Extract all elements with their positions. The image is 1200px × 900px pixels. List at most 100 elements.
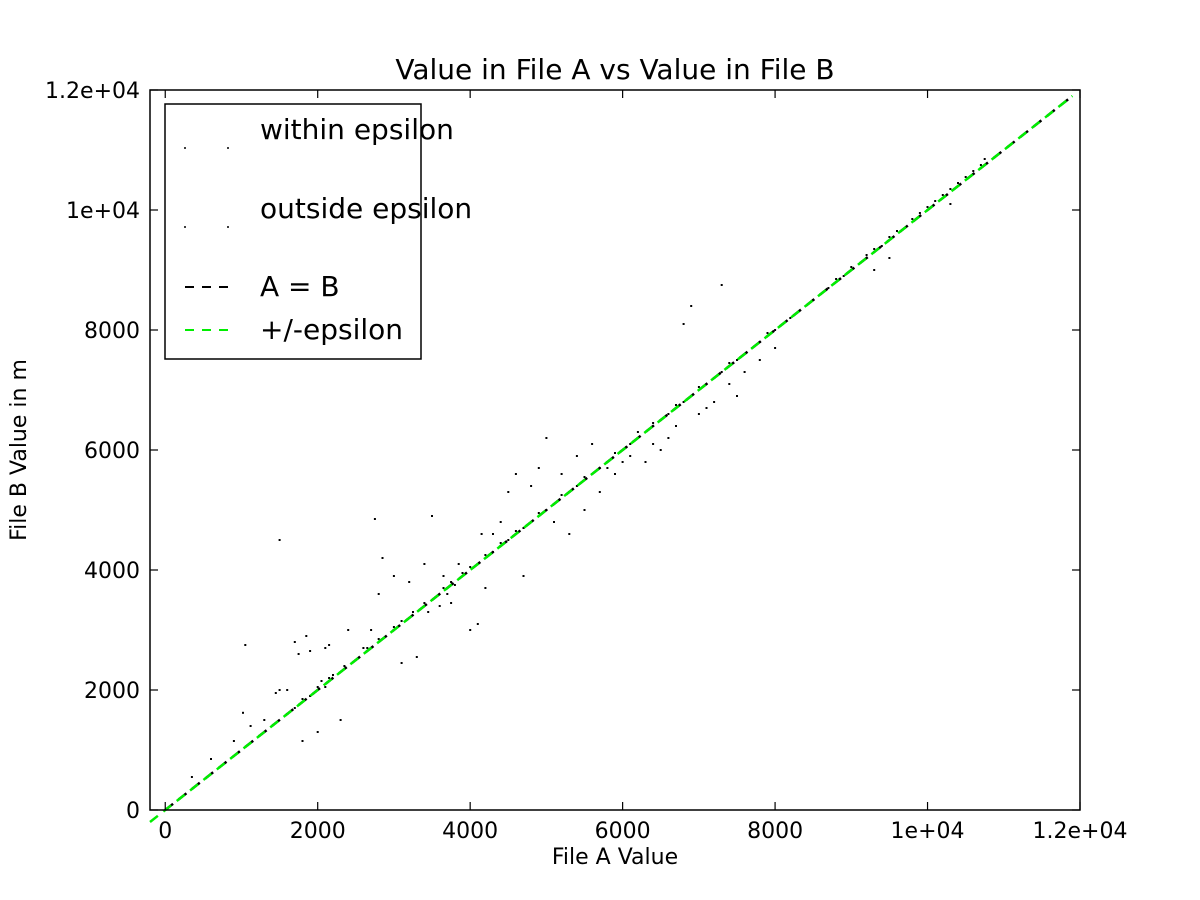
within-epsilon-point-46 [614, 452, 616, 454]
within-epsilon-point-27 [469, 566, 472, 568]
outside-epsilon-point-36 [480, 533, 483, 535]
within-epsilon-point-29 [484, 554, 487, 556]
within-epsilon-point-21 [423, 602, 426, 604]
axis-ticks: 0 2000 4000 6000 8000 1e+04 1.2e+04 0 2000 4000 60… [45, 79, 1127, 844]
within-epsilon-point-9 [316, 686, 319, 688]
within-epsilon-point-7 [301, 698, 304, 700]
outside-epsilon-point-72 [758, 359, 761, 361]
outside-epsilon-point-39 [499, 521, 502, 523]
outside-epsilon-point-65 [697, 413, 700, 415]
outside-epsilon-point-33 [457, 563, 460, 565]
outside-epsilon-point-61 [667, 437, 670, 439]
y-tick-label-5: 1e+04 [66, 199, 140, 224]
outside-epsilon-point-28 [438, 605, 441, 607]
within-epsilon-point-77 [842, 275, 845, 277]
within-epsilon-point-32 [507, 539, 510, 541]
within-epsilon-point-62 [728, 362, 731, 364]
epsilon-line [149, 95, 1074, 823]
outside-epsilon-point-5 [286, 689, 289, 691]
outside-epsilon-point-66 [705, 407, 708, 409]
within-epsilon-point-25 [450, 581, 453, 583]
within-epsilon-point-19 [400, 620, 403, 622]
outside-epsilon-point-54 [614, 473, 616, 475]
within-epsilon-point-6 [293, 707, 296, 709]
within-epsilon-point-92 [957, 182, 959, 184]
outside-epsilon-point-45 [545, 437, 548, 439]
outside-epsilon-point-16 [362, 647, 365, 649]
within-epsilon-point-96 [983, 158, 986, 160]
plot-area [149, 95, 1074, 823]
outside-epsilon-point-32 [453, 584, 456, 586]
within-epsilon-point-81 [873, 248, 876, 250]
outside-epsilon-point-74 [873, 269, 876, 271]
outside-epsilon-point-9 [305, 635, 308, 637]
outside-epsilon-point-18 [373, 518, 376, 520]
within-epsilon-point-2 [263, 719, 266, 721]
within-epsilon-point-17 [377, 638, 380, 640]
legend-marker-outside-1 [184, 226, 186, 228]
y-axis-title: File B Value in m [7, 359, 32, 541]
outside-epsilon-point-24 [415, 656, 418, 658]
outside-epsilon-point-34 [469, 629, 472, 631]
legend: within epsilon outside epsilon A = B +/-… [164, 103, 472, 360]
y-tick-label-4: 8000 [84, 319, 140, 344]
y-tick-label-1: 2000 [84, 679, 140, 704]
outside-epsilon-point-47 [560, 473, 563, 475]
within-epsilon-point-4 [278, 689, 281, 691]
within-epsilon-point-16 [366, 647, 369, 649]
within-epsilon-point-78 [850, 266, 853, 268]
legend-label-a-equals-b: A = B [260, 270, 340, 303]
outside-epsilon-point-25 [423, 563, 426, 565]
legend-marker-within-2 [227, 147, 229, 149]
outside-epsilon-point-41 [514, 473, 517, 475]
outside-epsilon-point-3 [244, 644, 247, 646]
legend-label-within: within epsilon [260, 113, 454, 146]
outside-epsilon-point-13 [328, 644, 331, 646]
outside-epsilon-point-52 [598, 491, 601, 493]
within-epsilon-point-75 [827, 287, 830, 289]
outside-epsilon-point-46 [553, 521, 555, 523]
outside-epsilon-point-27 [431, 515, 433, 517]
within-epsilon-point-20 [412, 611, 414, 613]
outside-epsilon-point-7 [297, 653, 300, 655]
outside-epsilon-point-68 [720, 284, 723, 286]
within-epsilon-point-58 [697, 386, 700, 388]
y-tick-label-0: 0 [126, 799, 140, 824]
outside-epsilon-point-17 [370, 629, 373, 631]
outside-epsilon-point-40 [507, 491, 510, 493]
outside-epsilon-point-69 [728, 383, 731, 385]
outside-epsilon-point-57 [636, 431, 639, 433]
within-epsilon-point-36 [537, 512, 540, 514]
outside-epsilon-point-14 [339, 719, 342, 721]
outside-epsilon-point-53 [606, 467, 609, 469]
x-tick-label-2: 4000 [442, 819, 498, 844]
outside-epsilon-point-75 [888, 257, 891, 259]
outside-epsilon-point-30 [446, 593, 449, 595]
outside-epsilon-point-43 [530, 485, 533, 487]
within-epsilon-point-18 [392, 626, 395, 628]
outside-epsilon-point-58 [644, 461, 647, 463]
legend-label-epsilon: +/-epsilon [260, 313, 403, 346]
outside-epsilon-point-38 [492, 533, 494, 535]
outside-epsilon-point-8 [301, 740, 304, 742]
x-axis-title: File A Value [552, 845, 678, 870]
legend-marker-outside-2 [227, 226, 229, 228]
y-tick-label-3: 6000 [84, 439, 140, 464]
within-epsilon-point-0 [242, 711, 244, 714]
within-epsilon-point-67 [766, 332, 769, 334]
within-epsilon-point-3 [274, 692, 277, 694]
outside-epsilon-point-70 [736, 395, 738, 397]
outside-epsilon-point-59 [652, 443, 655, 445]
within-epsilon-point-70 [789, 317, 792, 319]
outside-epsilon-point-29 [442, 575, 445, 577]
x-tick-label-4: 8000 [747, 819, 803, 844]
within-epsilon-point-84 [896, 230, 898, 232]
legend-box [164, 103, 422, 360]
outside-epsilon-point-20 [381, 557, 384, 559]
within-epsilon-point-26 [461, 572, 464, 574]
within-epsilon-point-61 [720, 371, 723, 373]
outside-epsilon-point-1 [210, 758, 212, 760]
within-epsilon-point-94 [972, 170, 975, 172]
within-epsilon-point-87 [918, 212, 921, 214]
